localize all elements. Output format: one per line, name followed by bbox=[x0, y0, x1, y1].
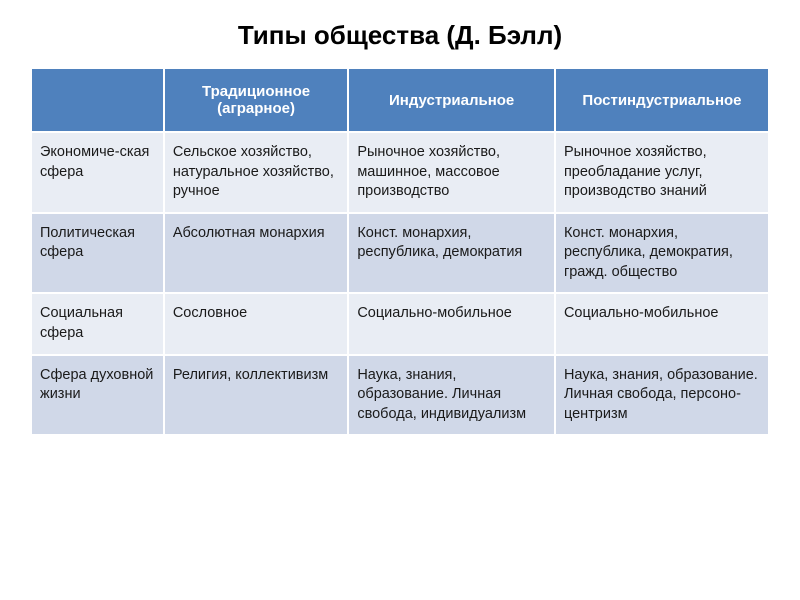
table-row: Социальная сфера Сословное Социально-моб… bbox=[31, 293, 769, 354]
cell: Абсолютная монархия bbox=[164, 213, 349, 294]
society-types-table: Традиционное (аграрное) Индустриальное П… bbox=[30, 67, 770, 436]
row-label: Сфера духовной жизни bbox=[31, 355, 164, 436]
cell: Социально-мобильное bbox=[555, 293, 769, 354]
page-title: Типы общества (Д. Бэлл) bbox=[30, 20, 770, 51]
cell: Социально-мобильное bbox=[348, 293, 555, 354]
col-header-postindustrial: Постиндустриальное bbox=[555, 68, 769, 132]
table-header-row: Традиционное (аграрное) Индустриальное П… bbox=[31, 68, 769, 132]
cell: Сословное bbox=[164, 293, 349, 354]
row-label: Политическая сфера bbox=[31, 213, 164, 294]
table-row: Сфера духовной жизни Религия, коллективи… bbox=[31, 355, 769, 436]
table-row: Политическая сфера Абсолютная монархия К… bbox=[31, 213, 769, 294]
cell: Конст. монархия, республика, демократия bbox=[348, 213, 555, 294]
cell: Наука, знания, образование. Личная свобо… bbox=[348, 355, 555, 436]
table-row: Экономиче-ская сфера Сельское хозяйство,… bbox=[31, 132, 769, 213]
cell: Религия, коллективизм bbox=[164, 355, 349, 436]
col-header-traditional: Традиционное (аграрное) bbox=[164, 68, 349, 132]
row-label: Социальная сфера bbox=[31, 293, 164, 354]
cell: Рыночное хозяйство, машинное, массовое п… bbox=[348, 132, 555, 213]
row-label: Экономиче-ская сфера bbox=[31, 132, 164, 213]
cell: Рыночное хозяйство, преобладание услуг, … bbox=[555, 132, 769, 213]
col-header-empty bbox=[31, 68, 164, 132]
col-header-industrial: Индустриальное bbox=[348, 68, 555, 132]
cell: Конст. монархия, республика, демократия,… bbox=[555, 213, 769, 294]
cell: Наука, знания, образование. Личная свобо… bbox=[555, 355, 769, 436]
cell: Сельское хозяйство, натуральное хозяйств… bbox=[164, 132, 349, 213]
